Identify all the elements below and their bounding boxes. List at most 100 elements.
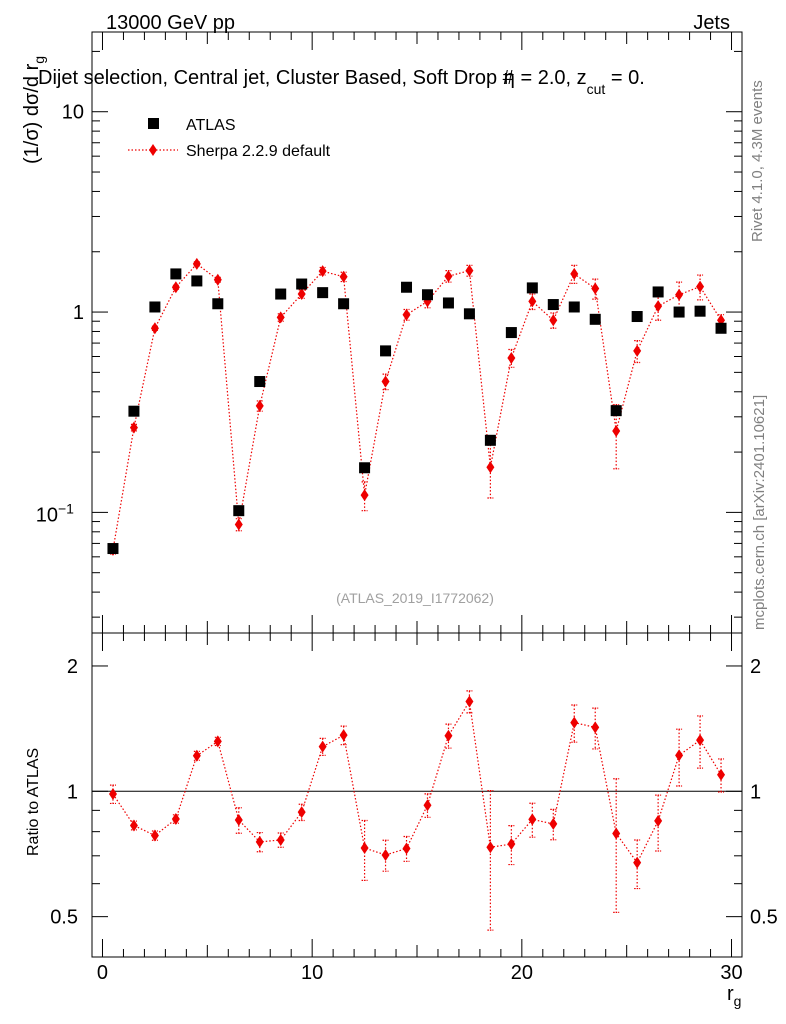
x-axis-title-sub: g (734, 993, 742, 1009)
ratio-ytick-label: 0.5 (50, 907, 78, 929)
atlas-point (421, 289, 433, 301)
atlas-point (694, 305, 706, 317)
sherpa-point (633, 344, 642, 357)
ratio-point (192, 749, 201, 762)
atlas-point (254, 376, 266, 388)
sherpa-point (339, 270, 348, 283)
atlas-point (589, 313, 601, 325)
sherpa-point (654, 300, 663, 313)
title-eta: η (504, 67, 515, 89)
atlas-point (484, 434, 496, 446)
legend-label-atlas: ATLAS (186, 117, 236, 134)
ratio-point (528, 813, 537, 826)
sherpa-point (486, 461, 495, 474)
legend-label-sherpa: Sherpa 2.2.9 default (186, 143, 331, 160)
ratio-point (612, 827, 621, 840)
atlas-point (505, 327, 517, 339)
ratio-point (339, 729, 348, 742)
atlas-point (338, 298, 350, 310)
ratio-point (108, 788, 117, 801)
title-sub: cut (587, 81, 606, 97)
legend-marker-atlas (148, 118, 159, 129)
sherpa-point (381, 375, 390, 388)
atlas-point (526, 282, 538, 294)
legend-marker-sherpa (149, 144, 157, 156)
atlas-point (715, 322, 727, 334)
xtick-label: 0 (97, 962, 108, 984)
sherpa-point (591, 282, 600, 295)
ratio-line (112, 699, 722, 864)
title-tail: = 0. (605, 67, 644, 89)
atlas-point (442, 297, 454, 309)
top-ytick-label-0.1-exponent: −1 (58, 500, 74, 516)
ratio-ytick-label-right: 2 (750, 656, 761, 678)
ratio-point (297, 806, 306, 819)
sherpa-point (528, 295, 537, 308)
ratio-point (129, 819, 138, 832)
ratio-point (318, 740, 327, 753)
ratio-point (591, 721, 600, 734)
ratio-point (213, 735, 222, 748)
sherpa-point (465, 264, 474, 277)
atlas-point (631, 311, 643, 323)
atlas-point (463, 308, 475, 320)
sherpa-point (129, 421, 138, 434)
top-ylabel-main: (1/σ) dσ/d r (21, 63, 43, 164)
atlas-point (568, 301, 580, 313)
atlas-point (107, 543, 119, 555)
sherpa-point (360, 489, 369, 502)
ratio-point (633, 856, 642, 869)
atlas-series (107, 268, 727, 555)
atlas-point (149, 301, 161, 313)
x-axis-title-main: r (727, 983, 734, 1005)
ratio-point (465, 695, 474, 708)
ratio-point (402, 842, 411, 855)
ratio-point (654, 814, 663, 827)
atlas-point (296, 278, 308, 290)
atlas-point (673, 306, 685, 318)
sherpa-point (696, 280, 705, 293)
jets-label: Jets (693, 12, 730, 34)
ratio-series (108, 690, 726, 931)
ratio-point (171, 813, 180, 826)
sherpa-point (276, 311, 285, 324)
plot-title: Dijet selection, Central jet, Cluster Ba… (38, 67, 645, 97)
x-axis-title: rg (727, 983, 741, 1009)
top-ytick-label-1: 1 (73, 302, 84, 324)
ratio-ytick-label: 2 (67, 656, 78, 678)
analysis-tag: (ATLAS_2019_I1772062) (336, 590, 494, 606)
sherpa-line (112, 263, 722, 550)
sherpa-point (507, 351, 516, 364)
atlas-point (359, 462, 371, 474)
sherpa-point (150, 322, 159, 335)
sherpa-point (297, 288, 306, 301)
legend: ATLAS Sherpa 2.2.9 default (128, 117, 331, 160)
ratio-point (486, 841, 495, 854)
sherpa-point (213, 273, 222, 286)
ratio-ytick-label-right: 0.5 (750, 907, 778, 929)
ratio-point (255, 835, 264, 848)
top-ytick-label-0.1: 10 (36, 504, 58, 526)
top-ylabel: (1/σ) dσ/d rg (21, 56, 47, 164)
ratio-ytick-label: 1 (67, 781, 78, 803)
rivet-label: Rivet 4.1.0, 4.3M events (749, 80, 766, 242)
sherpa-point (171, 281, 180, 294)
atlas-point (170, 268, 182, 280)
ratio-point (444, 729, 453, 742)
ratio-point (717, 768, 726, 781)
ratio-point (360, 841, 369, 854)
atlas-point (547, 299, 559, 311)
title-rest: = 2.0, z (515, 67, 587, 89)
ratio-point (423, 799, 432, 812)
sherpa-point (318, 265, 327, 278)
ratio-point (570, 716, 579, 729)
mcplots-label: mcplots.cern.ch [arXiv:2401.10621] (751, 395, 768, 630)
ratio-point (381, 849, 390, 862)
ratio-ylabel: Ratio to ATLAS (25, 748, 42, 856)
atlas-point (317, 287, 329, 299)
atlas-point (128, 405, 140, 417)
atlas-point (401, 281, 413, 293)
ratio-point (549, 817, 558, 830)
